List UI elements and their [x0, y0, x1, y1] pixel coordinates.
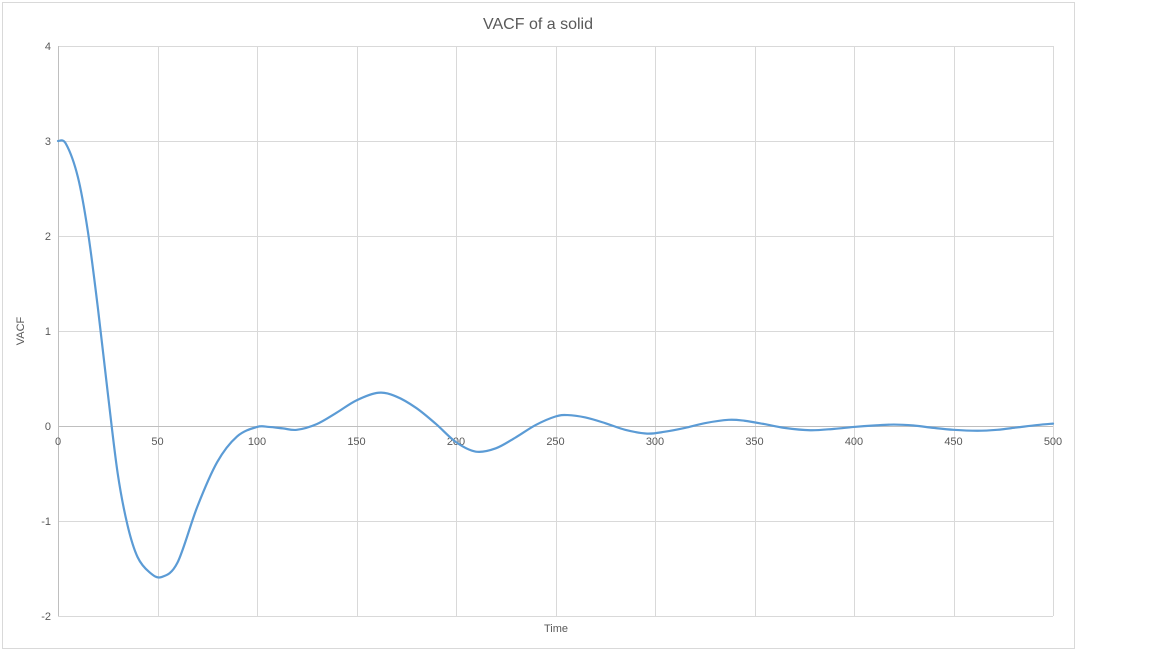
x-tick-label: 450 [944, 436, 962, 448]
y-axis-title: VACF [15, 316, 27, 345]
x-tick-label: 0 [55, 436, 61, 448]
x-tick-label: 500 [1044, 436, 1062, 448]
y-tick-label: 1 [45, 326, 51, 338]
gridlines [58, 46, 1054, 617]
x-tick-label: 250 [546, 436, 564, 448]
x-tick-label: 350 [745, 436, 763, 448]
x-axis-title: Time [544, 623, 568, 635]
x-tick-label: 100 [248, 436, 266, 448]
chart-title: VACF of a solid [483, 16, 593, 33]
chart-area-border [2, 2, 1075, 649]
x-tick-label: 50 [151, 436, 163, 448]
y-tick-label: 4 [45, 41, 51, 53]
y-tick-label: 2 [45, 231, 51, 243]
x-tick-label: 150 [347, 436, 365, 448]
y-tick-label: -1 [41, 516, 51, 528]
y-tick-label: 0 [45, 421, 51, 433]
vacf-series-line [56, 139, 1055, 579]
y-tick-label: 3 [45, 136, 51, 148]
x-tick-label: 300 [646, 436, 664, 448]
y-tick-label: -2 [41, 611, 51, 623]
x-tick-label: 400 [845, 436, 863, 448]
